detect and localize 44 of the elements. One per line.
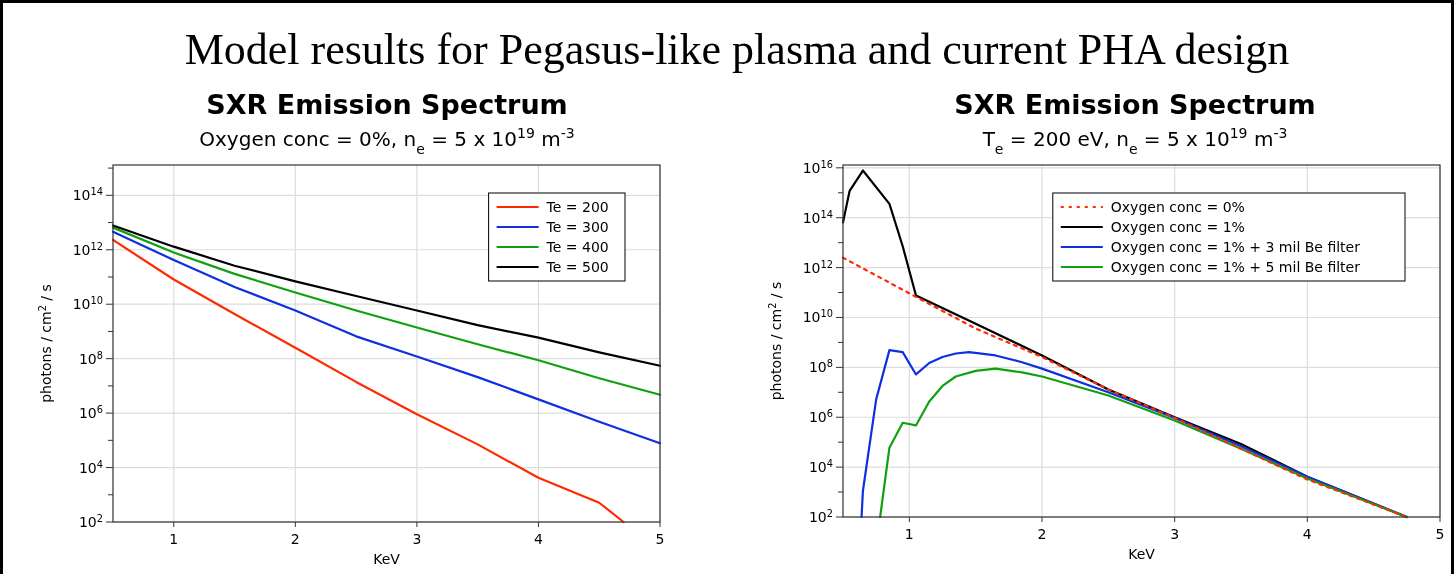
legend-label: Te = 300 [545,219,609,235]
x-tick-label: 2 [290,531,300,547]
chart-title: SXR Emission Spectrum [954,89,1316,120]
line-series [841,256,1408,519]
legend-label: Oxygen conc = 1% + 5 mil Be filter [1110,259,1361,275]
x-axis-title: KeV [373,551,401,567]
legend-label: Te = 400 [545,239,609,255]
chart-subtitle: Oxygen conc = 0%, n$_{e}$ = 5 x 10$^{19}$ m$^{-3}$ [199,125,575,157]
y-tick-label: 10$^{2}$ [78,512,103,530]
text: Model results for Pegasus-like plasma and current PHA design [184,25,1290,74]
x-tick-label: 5 [655,531,665,547]
x-tick-label: 1 [169,531,179,547]
y-tick-label: 10$^{14}$ [72,185,103,204]
y-tick-label: 10$^{6}$ [808,407,833,426]
y-tick-label: 10$^{2}$ [808,507,833,525]
legend-label: Oxygen conc = 0% [1110,199,1245,215]
y-tick-label: 10$^{10}$ [802,307,833,326]
x-axis-title: KeV [1128,546,1156,562]
line-series [111,230,662,445]
y-tick-label: 10$^{8}$ [808,357,833,376]
x-tick-label: 4 [533,531,543,547]
y-tick-label: 10$^{4}$ [78,458,103,476]
x-tick-label: 4 [1302,526,1312,542]
x-tick-label: 3 [412,531,422,547]
y-tick-label: 10$^{16}$ [802,158,833,176]
x-tick-label: 3 [1170,526,1180,542]
legend-label: Oxygen conc = 1% + 3 mil Be filter [1110,239,1361,255]
y-tick-label: 10$^{12}$ [802,258,833,276]
legend-label: Te = 200 [545,199,609,215]
line-series [111,224,662,367]
y-tick-label: 10$^{12}$ [72,240,103,258]
x-tick-label: 1 [904,526,914,542]
x-tick-label: 5 [1435,526,1445,542]
x-tick-label: 2 [1037,526,1047,542]
y-tick-label: 10$^{14}$ [802,208,833,226]
line-series [111,238,625,524]
y-tick-label: 10$^{8}$ [78,349,103,367]
legend-label: Te = 500 [545,259,609,275]
legend-label: Oxygen conc = 1% [1110,219,1245,235]
chart-subtitle: T$_{e}$ = 200 eV, n$_{e}$ = 5 x 10$^{19}$ m$^{-3}$ [981,125,1288,157]
y-tick-label: 10$^{6}$ [78,403,103,422]
chart-title: SXR Emission Spectrum [206,89,568,120]
y-tick-label: 10$^{10}$ [72,294,103,313]
y-tick-label: 10$^{4}$ [808,457,833,476]
